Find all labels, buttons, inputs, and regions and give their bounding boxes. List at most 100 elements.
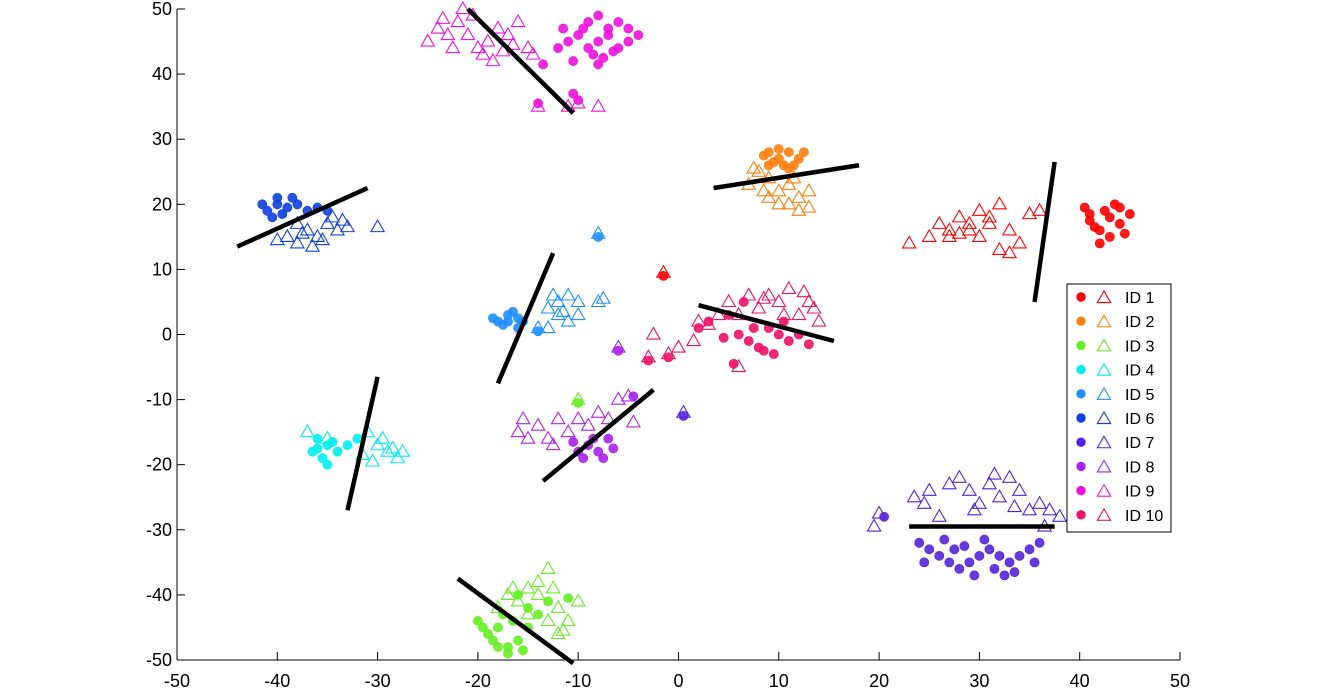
point-triangle-id-4-0 [299, 424, 315, 438]
point-triangle-id-8-11 [610, 391, 626, 405]
point-triangle-id-10-7 [741, 287, 757, 301]
point-circle-id-4-7 [342, 440, 353, 451]
point-triangle-id-9-12 [455, 0, 471, 15]
point-circle-id-1-7 [1124, 209, 1135, 219]
point-triangle-id-10-8 [751, 300, 767, 314]
point-triangle-id-7-7 [951, 469, 967, 483]
point-triangle-id-9-5 [470, 39, 486, 54]
y-tick-label--20: -20 [146, 455, 172, 475]
point-triangle-id-1-20 [951, 225, 967, 239]
point-triangle-id-6-7 [339, 218, 356, 233]
legend-label-id-7: ID 7 [1125, 435, 1154, 452]
point-circle-id-3-2 [483, 629, 493, 639]
point-circle-id-9-7 [593, 10, 604, 21]
legend-triangle-id-7 [1096, 435, 1112, 449]
x-tick-label-50: 50 [1170, 671, 1190, 691]
split-line-5 [697, 303, 835, 344]
point-circle-id-10-12 [803, 339, 814, 350]
point-circle-id-3-12 [533, 609, 543, 620]
point-circle-id-3-10 [518, 645, 528, 656]
split-line-8 [456, 576, 575, 666]
y-tick-label--10: -10 [146, 390, 172, 410]
point-circle-id-5-5 [508, 306, 518, 317]
point-triangle-id-7-16 [1042, 502, 1058, 516]
point-triangle-id-1-7 [971, 202, 988, 216]
point-circle-id-9-13 [553, 43, 564, 53]
point-triangle-id-3-9 [550, 625, 566, 640]
point-circle-id-5-0 [593, 231, 604, 242]
point-circle-id-7-13 [1024, 544, 1035, 555]
point-triangle-id-1-19 [961, 222, 977, 236]
point-triangle-id-2-11 [746, 160, 762, 174]
point-triangle-id-7-2 [866, 518, 882, 532]
point-triangle-id-3-8 [560, 612, 576, 627]
point-triangle-id-2-9 [781, 196, 797, 210]
point-triangle-id-2-3 [771, 183, 787, 197]
legend-circle-id-1 [1076, 292, 1086, 302]
point-triangle-id-8-6 [560, 424, 576, 438]
point-circle-id-9-20 [538, 59, 548, 70]
x-tick-label-20: 20 [869, 671, 889, 691]
point-circle-id-10-14 [738, 297, 749, 307]
point-circle-id-2-2 [783, 147, 794, 158]
point-circle-id-3-14 [543, 596, 554, 607]
point-triangle-id-9-8 [500, 26, 516, 41]
point-circle-id-10-1 [663, 352, 674, 363]
point-triangle-id-9-6 [480, 33, 496, 47]
point-circle-id-4-2 [332, 446, 343, 457]
point-triangle-id-6-4 [279, 228, 295, 242]
legend-triangle-id-3 [1096, 338, 1112, 352]
point-triangle-id-6-13 [269, 232, 285, 246]
point-triangle-id-7-4 [916, 495, 932, 509]
split-line-1 [236, 185, 369, 249]
point-circle-id-2-9 [798, 147, 809, 158]
point-circle-id-7-12 [1014, 550, 1025, 561]
point-circle-id-7-14 [1034, 537, 1045, 548]
point-circle-id-7-24 [919, 557, 930, 568]
point-circle-id-8-10 [568, 437, 579, 447]
point-circle-id-1-11 [1079, 202, 1090, 213]
point-circle-id-4-0 [312, 433, 323, 444]
point-triangle-id-5-4 [570, 293, 586, 308]
point-triangle-id-7-11 [991, 489, 1008, 503]
point-circle-id-1-4 [1114, 218, 1125, 229]
split-line-2 [713, 163, 860, 191]
point-triangle-id-7-10 [981, 476, 998, 490]
point-triangle-id-8-9 [590, 404, 606, 418]
x-tick-label--40: -40 [264, 671, 290, 691]
point-circle-id-2-8 [773, 144, 784, 154]
point-triangle-id-8-12 [515, 411, 531, 425]
y-tick-label-10: 10 [152, 259, 172, 279]
point-triangle-id-3-4 [520, 580, 536, 594]
point-circle-id-4-6 [322, 459, 333, 470]
legend-triangle-id-2 [1096, 314, 1112, 328]
point-circle-id-6-7 [257, 199, 268, 210]
y-tick-label--30: -30 [146, 520, 172, 540]
point-circle-id-1-9 [1119, 228, 1130, 239]
legend-triangle-id-8 [1096, 459, 1112, 473]
point-triangle-id-7-17 [1052, 508, 1068, 522]
point-circle-id-8-0 [613, 345, 624, 356]
split-lines [236, 7, 1057, 666]
point-triangle-id-6-9 [294, 225, 310, 239]
point-triangle-id-6-6 [329, 222, 346, 236]
point-circle-id-3-16 [503, 648, 513, 659]
legend-label-id-4: ID 4 [1125, 363, 1154, 380]
point-triangle-id-8-8 [580, 417, 596, 431]
point-triangle-id-7-6 [941, 476, 957, 490]
point-circle-id-9-18 [608, 46, 619, 57]
legend-triangle-id-4 [1096, 362, 1112, 376]
point-triangle-id-9-4 [460, 26, 476, 41]
point-circle-id-1-8 [1104, 231, 1115, 242]
point-triangle-id-9-1 [430, 20, 446, 34]
point-circle-id-9-14 [588, 49, 599, 60]
point-triangle-id-5-9 [545, 287, 561, 301]
point-triangle-id-10-4 [711, 306, 727, 321]
point-triangle-id-2-7 [761, 189, 777, 203]
legend-triangle-id-9 [1096, 483, 1112, 497]
point-triangle-id-8-3 [530, 417, 546, 431]
point-triangle-id-1-10 [1001, 222, 1018, 236]
point-triangle-id-2-13 [801, 199, 817, 213]
point-triangle-id-9-22 [590, 98, 606, 112]
